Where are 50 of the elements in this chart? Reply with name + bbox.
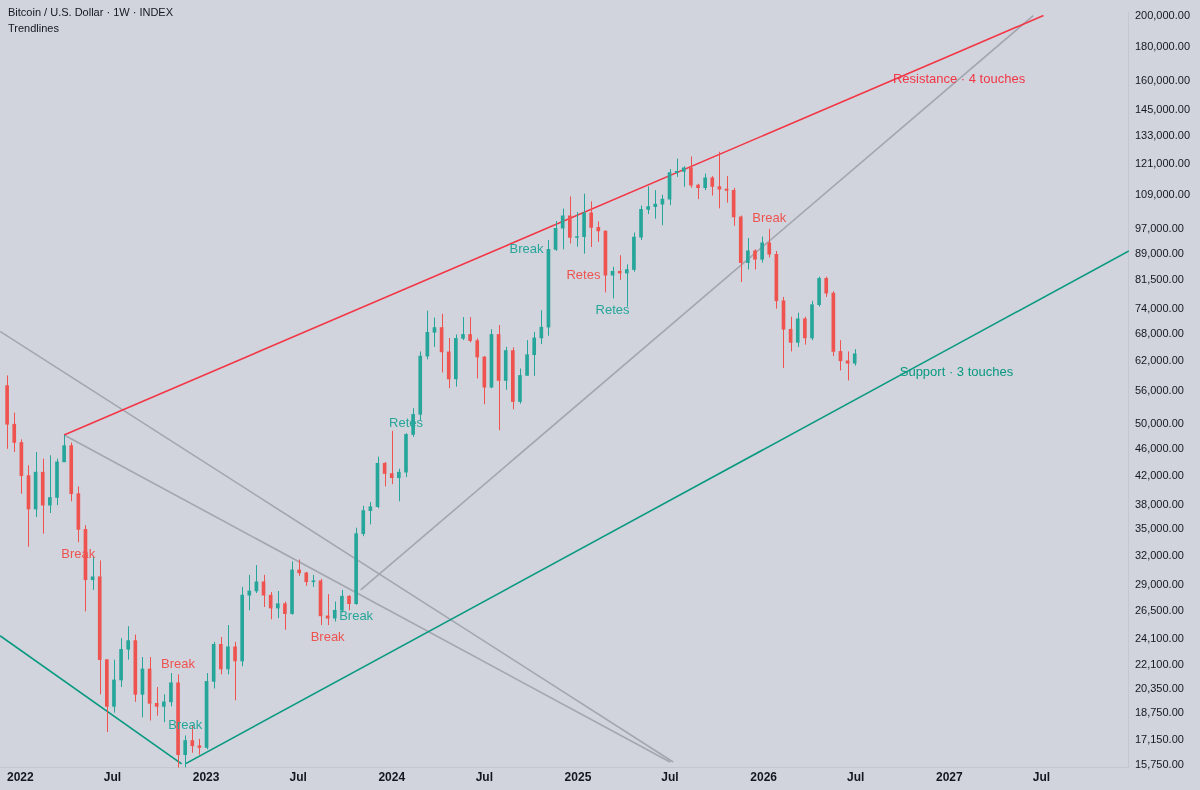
x-tick-label: Jul (475, 770, 494, 785)
y-tick-label: 17,150.00 (1134, 732, 1184, 745)
y-tick-label: 46,000.00 (1134, 441, 1184, 454)
annotation: Retes (566, 266, 601, 282)
y-tick-label: 121,000.00 (1134, 156, 1191, 169)
y-tick-label: 29,000.00 (1134, 577, 1184, 590)
y-tick-label: 89,000.00 (1134, 247, 1184, 260)
chart-title: Bitcoin / U.S. Dollar · 1W · INDEX (8, 5, 174, 20)
annotation: Break (509, 240, 544, 256)
annotation: Resistance · 4 touches (892, 71, 1026, 87)
y-tick-label: 56,000.00 (1134, 383, 1184, 396)
annotation: Break (161, 655, 196, 671)
x-tick-label: 2025 (564, 770, 592, 785)
y-tick-label: 68,000.00 (1134, 326, 1184, 339)
y-tick-label: 18,750.00 (1134, 706, 1184, 719)
annotation: Break (310, 628, 346, 644)
y-tick-label: 22,100.00 (1134, 657, 1184, 670)
x-tick-label: 2023 (192, 770, 220, 785)
text: Trendlines (8, 21, 60, 36)
y-tick-label: 20,350.00 (1134, 682, 1184, 695)
annotation: Break (339, 608, 374, 624)
y-tick-label: 15,750.00 (1134, 757, 1184, 770)
y-tick-label: 200,000.00 (1134, 8, 1191, 21)
y-tick-label: 26,500.00 (1134, 604, 1184, 617)
y-tick-label: 24,100.00 (1134, 632, 1184, 645)
x-tick-label: 2022 (7, 770, 35, 785)
y-tick-label: 145,000.00 (1134, 103, 1191, 116)
x-tick-label: 2027 (936, 770, 964, 785)
y-tick-label: 32,000.00 (1134, 548, 1184, 561)
x-tick-label: Jul (847, 770, 865, 785)
y-tick-label: 180,000.00 (1134, 39, 1191, 52)
y-tick-label: 81,500.00 (1134, 273, 1184, 286)
x-tick-label: 2024 (378, 770, 406, 785)
y-tick-label: 133,000.00 (1134, 128, 1191, 141)
x-tick-label: Jul (103, 770, 122, 785)
y-tick-label: 109,000.00 (1134, 187, 1191, 200)
x-tick-label: Jul (289, 770, 307, 785)
y-tick-label: 160,000.00 (1134, 74, 1191, 87)
x-tick-label: 2026 (750, 770, 778, 785)
x-tick-label: Jul (661, 770, 679, 785)
y-tick-label: 50,000.00 (1134, 417, 1184, 430)
x-tick-label: Jul (1032, 770, 1051, 785)
y-tick-label: 97,000.00 (1134, 221, 1184, 234)
y-tick-label: 62,000.00 (1134, 353, 1184, 366)
y-tick-label: 35,000.00 (1134, 522, 1184, 535)
annotation: Break (752, 210, 787, 226)
annotation: Retes (595, 302, 631, 318)
y-tick-label: 38,000.00 (1134, 498, 1184, 511)
y-tick-label: 74,000.00 (1134, 301, 1184, 314)
y-tick-label: 42,000.00 (1134, 468, 1184, 481)
